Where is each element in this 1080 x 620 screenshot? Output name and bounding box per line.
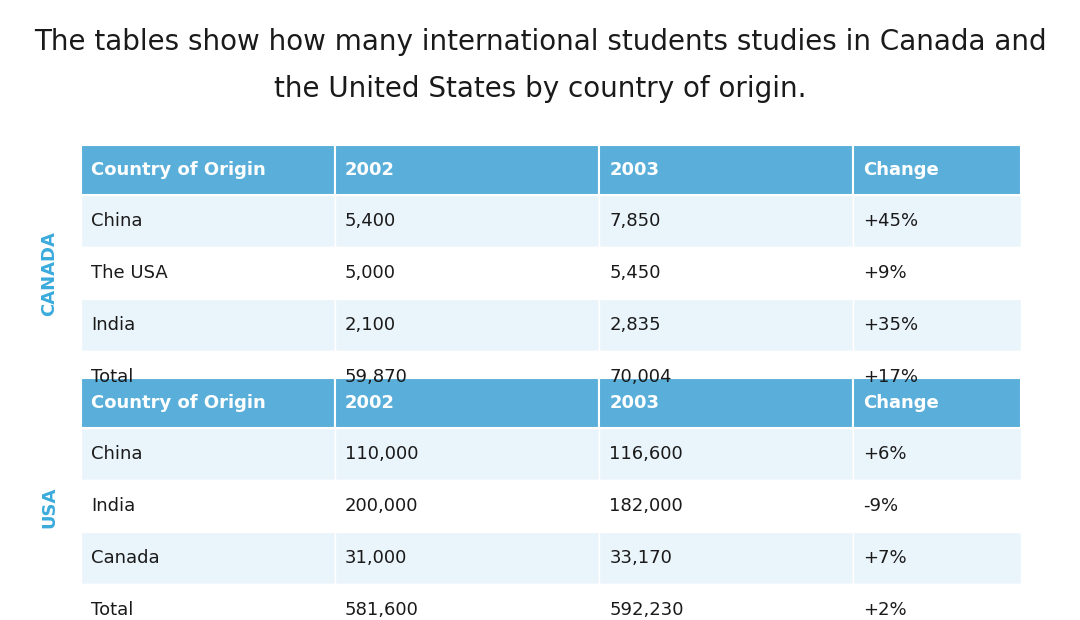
Bar xyxy=(335,195,599,247)
Bar xyxy=(81,532,335,584)
Bar xyxy=(335,378,599,428)
Bar xyxy=(81,351,335,403)
Bar xyxy=(599,145,853,195)
Text: The tables show how many international students studies in Canada and: The tables show how many international s… xyxy=(33,28,1047,56)
Text: 2003: 2003 xyxy=(609,161,660,179)
Bar xyxy=(599,584,853,620)
Text: +2%: +2% xyxy=(863,601,907,619)
Bar xyxy=(853,299,1021,351)
Text: 116,600: 116,600 xyxy=(609,445,684,463)
Text: USA: USA xyxy=(40,486,58,528)
Bar xyxy=(853,351,1021,403)
Text: -9%: -9% xyxy=(863,497,899,515)
Text: Country of Origin: Country of Origin xyxy=(91,394,266,412)
Bar xyxy=(853,247,1021,299)
Bar xyxy=(81,195,335,247)
Bar xyxy=(81,299,335,351)
Bar xyxy=(81,247,335,299)
Bar xyxy=(335,532,599,584)
Text: 2,100: 2,100 xyxy=(345,316,396,334)
Text: Change: Change xyxy=(863,394,939,412)
Text: +6%: +6% xyxy=(863,445,907,463)
Bar xyxy=(335,247,599,299)
Text: CANADA: CANADA xyxy=(40,231,58,316)
Bar xyxy=(599,480,853,532)
Bar xyxy=(853,145,1021,195)
Text: 31,000: 31,000 xyxy=(345,549,407,567)
Text: 581,600: 581,600 xyxy=(345,601,419,619)
Bar xyxy=(599,428,853,480)
Text: 33,170: 33,170 xyxy=(609,549,672,567)
Text: 2003: 2003 xyxy=(609,394,660,412)
Bar xyxy=(853,584,1021,620)
Bar xyxy=(853,480,1021,532)
Bar xyxy=(81,378,335,428)
Bar xyxy=(853,378,1021,428)
Bar xyxy=(81,145,335,195)
Text: 110,000: 110,000 xyxy=(345,445,418,463)
Text: Country of Origin: Country of Origin xyxy=(91,161,266,179)
Bar xyxy=(599,351,853,403)
Text: 2002: 2002 xyxy=(345,394,395,412)
Bar xyxy=(335,299,599,351)
Bar xyxy=(335,428,599,480)
Bar xyxy=(599,378,853,428)
Text: 5,000: 5,000 xyxy=(345,264,395,282)
Bar xyxy=(81,428,335,480)
Text: China: China xyxy=(91,445,143,463)
Bar xyxy=(599,195,853,247)
Bar xyxy=(599,532,853,584)
Bar xyxy=(335,351,599,403)
Bar xyxy=(853,428,1021,480)
Text: 7,850: 7,850 xyxy=(609,212,661,230)
Text: 592,230: 592,230 xyxy=(609,601,684,619)
Text: +17%: +17% xyxy=(863,368,918,386)
Text: The USA: The USA xyxy=(91,264,167,282)
Text: 182,000: 182,000 xyxy=(609,497,684,515)
Text: 59,870: 59,870 xyxy=(345,368,407,386)
Text: China: China xyxy=(91,212,143,230)
Bar xyxy=(335,584,599,620)
Text: 5,450: 5,450 xyxy=(609,264,661,282)
Text: 200,000: 200,000 xyxy=(345,497,418,515)
Text: Canada: Canada xyxy=(91,549,160,567)
Bar xyxy=(853,195,1021,247)
Text: +35%: +35% xyxy=(863,316,918,334)
Text: +7%: +7% xyxy=(863,549,907,567)
Text: 5,400: 5,400 xyxy=(345,212,396,230)
Bar xyxy=(599,299,853,351)
Text: 2002: 2002 xyxy=(345,161,395,179)
Bar xyxy=(335,145,599,195)
Bar xyxy=(81,480,335,532)
Bar xyxy=(335,480,599,532)
Bar xyxy=(853,532,1021,584)
Bar xyxy=(599,247,853,299)
Text: 2,835: 2,835 xyxy=(609,316,661,334)
Text: Total: Total xyxy=(91,368,133,386)
Bar xyxy=(81,584,335,620)
Text: Total: Total xyxy=(91,601,133,619)
Text: +45%: +45% xyxy=(863,212,918,230)
Text: the United States by country of origin.: the United States by country of origin. xyxy=(273,75,807,103)
Text: 70,004: 70,004 xyxy=(609,368,672,386)
Text: +9%: +9% xyxy=(863,264,907,282)
Text: Change: Change xyxy=(863,161,939,179)
Text: India: India xyxy=(91,316,135,334)
Text: India: India xyxy=(91,497,135,515)
